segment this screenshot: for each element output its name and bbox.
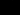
- Text: Y: Y: [0, 0, 20, 3]
- Text: 2m: 2m: [13, 0, 20, 15]
- Text: x: x: [0, 0, 18, 15]
- Text: 4m: 4m: [7, 0, 20, 15]
- Text: 3m: 3m: [13, 0, 20, 15]
- Text: m: m: [7, 0, 20, 15]
- Text: X: X: [15, 0, 20, 15]
